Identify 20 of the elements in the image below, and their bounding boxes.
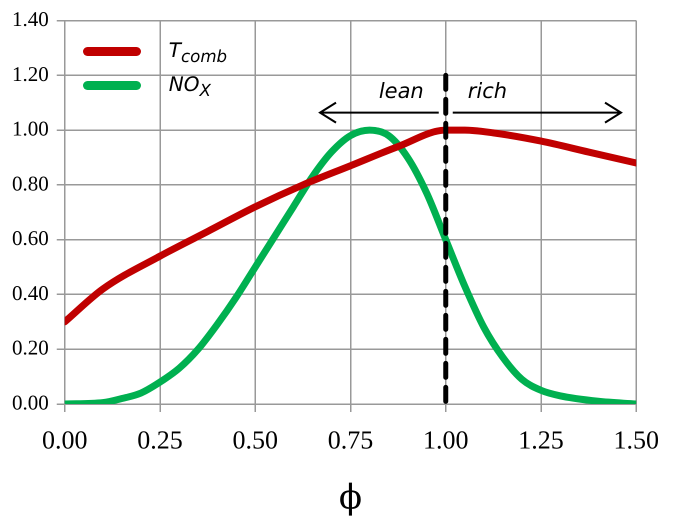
x-tick-label: 0.25 xyxy=(137,425,183,454)
y-tick-label: 1.00 xyxy=(12,116,49,141)
y-tick-label: 1.20 xyxy=(12,62,49,86)
y-tick-label: 0.00 xyxy=(12,390,49,415)
y-tick-label: 0.40 xyxy=(12,280,49,305)
x-tick-label: 1.00 xyxy=(423,425,468,454)
legend-label: NO$_{X}$ xyxy=(168,72,211,100)
y-tick-label: 1.40 xyxy=(12,7,49,32)
x-axis-title: ϕ xyxy=(338,477,362,518)
annotation: lean xyxy=(378,79,424,104)
x-tick-label: 0.50 xyxy=(232,425,278,454)
x-tick-label: 1.25 xyxy=(518,425,564,454)
legend-label: T$_{comb}$ xyxy=(168,38,228,66)
y-tick-label: 0.20 xyxy=(12,336,49,360)
x-tick-label: 1.50 xyxy=(614,425,659,454)
x-tick-label: 0.75 xyxy=(328,425,374,454)
x-tick-label: 0.00 xyxy=(42,425,88,454)
y-tick-label: 0.60 xyxy=(12,226,49,250)
annotation: rich xyxy=(468,79,508,104)
y-tick-label: 0.80 xyxy=(12,171,49,196)
